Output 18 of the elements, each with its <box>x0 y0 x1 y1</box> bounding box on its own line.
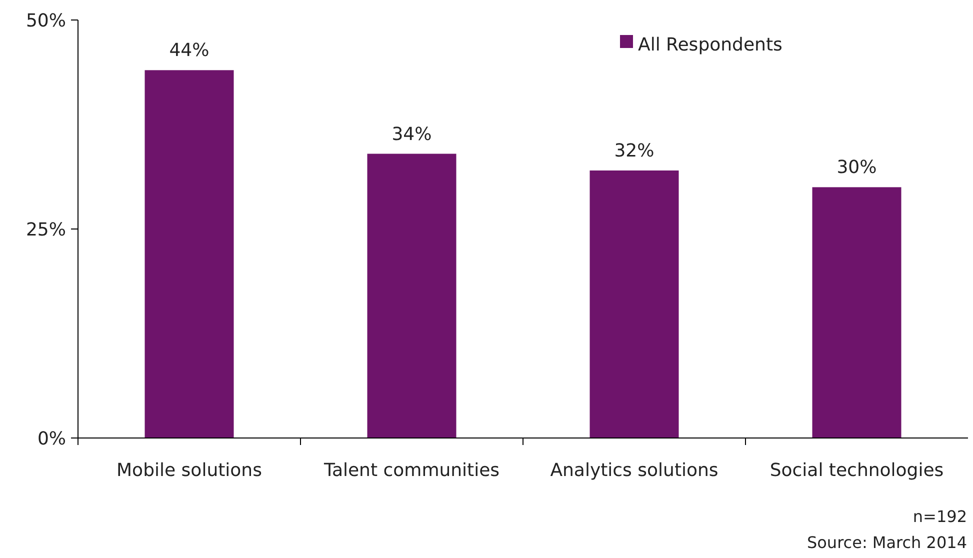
y-tick-label: 0% <box>37 428 66 450</box>
data-label: 30% <box>836 157 877 178</box>
y-tick-label: 50% <box>26 10 66 32</box>
source-note: Source: March 2014 <box>806 533 967 552</box>
x-tick-label: Mobile solutions <box>116 460 262 481</box>
text: n=192 <box>912 507 967 526</box>
x-tick-label: Analytics solutions <box>550 460 718 481</box>
data-label: 32% <box>614 140 654 162</box>
x-tick-label: Social technologies <box>770 460 944 481</box>
y-tick-label: 25% <box>26 219 66 240</box>
bar <box>367 154 456 438</box>
legend-label: All Respondents <box>638 34 782 56</box>
x-tick-label: Talent communities <box>322 460 500 481</box>
bar <box>812 187 902 438</box>
bar <box>590 170 679 438</box>
bar <box>144 70 234 438</box>
data-label: 44% <box>169 40 210 62</box>
data-label: 34% <box>392 124 432 145</box>
